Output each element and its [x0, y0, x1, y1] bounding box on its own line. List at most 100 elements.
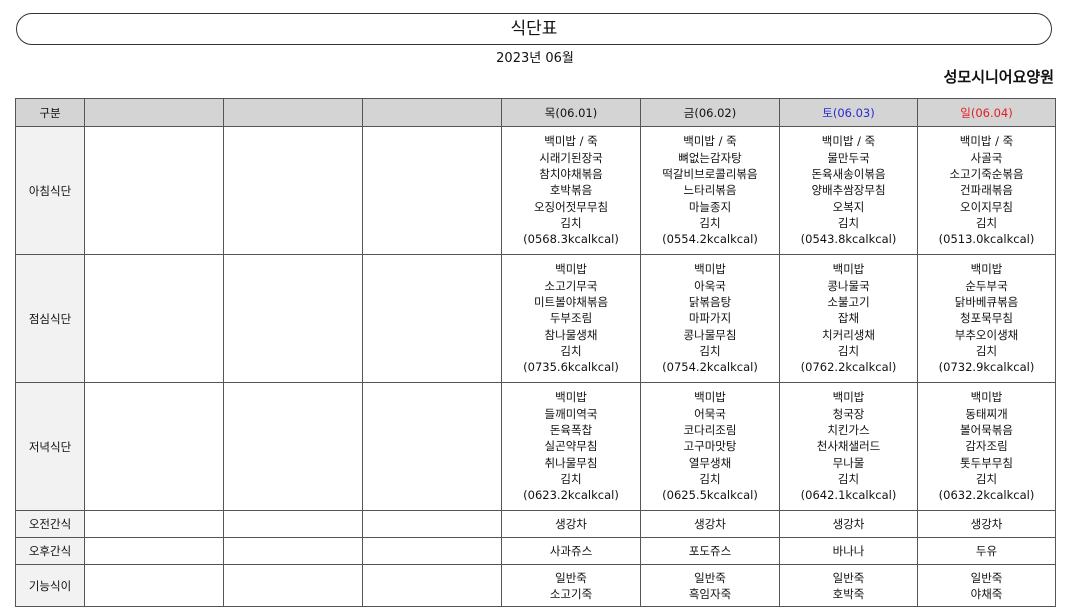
menu-item: 돈육새송이볶음 — [811, 167, 886, 182]
empty-cell — [362, 510, 502, 538]
menu-item: 흑임자죽 — [688, 586, 732, 601]
table-row: 오후간식 사과쥬스 포도쥬스 바나나 두유 — [15, 537, 1056, 565]
menu-item: 백미밥 — [970, 262, 1003, 277]
empty-cell — [223, 564, 363, 607]
menu-item: 오복지 — [832, 199, 865, 214]
menu-item: 소고기무국 — [544, 278, 598, 293]
menu-item: 백미밥 / 죽 — [959, 134, 1014, 149]
menu-item: 백미밥 — [694, 390, 726, 405]
menu-item: 소고기죽 — [549, 586, 593, 601]
menu-item: 콩나물국 — [827, 278, 870, 293]
empty-cell — [362, 126, 502, 255]
empty-cell — [84, 537, 224, 565]
menu-item: 동태찌개 — [965, 406, 1008, 421]
menu-item: (0632.2kcalkcal) — [938, 488, 1035, 503]
month-label: 2023년 06월 — [496, 51, 574, 66]
menu-item: 생강차 — [832, 517, 865, 531]
menu-item: 김치 — [837, 215, 860, 230]
menu-cell: 생강차 — [501, 510, 641, 538]
menu-item: 일반죽 — [555, 570, 587, 585]
empty-cell — [84, 126, 224, 255]
row-label: 오전간식 — [15, 510, 85, 538]
menu-item: 사골국 — [970, 150, 1003, 165]
menu-item: 호박죽 — [832, 586, 865, 601]
menu-cell: 바나나 — [779, 537, 918, 565]
header-category: 구분 — [15, 98, 85, 127]
menu-cell: 백미밥 아욱국 닭볶음탕 마파가지 콩나물무침 김치 (0754.2kcalkcal) — [640, 254, 780, 383]
header-empty — [84, 98, 224, 127]
menu-item: (0642.1kcalkcal) — [800, 488, 897, 503]
menu-item: (0754.2kcalkcal) — [662, 360, 758, 375]
menu-cell: 일반죽 호박죽 — [779, 564, 918, 607]
menu-item: 김치 — [837, 343, 860, 358]
menu-item: 백미밥 — [555, 390, 587, 405]
menu-item: 소고기죽순볶음 — [949, 167, 1024, 182]
header-day-fri: 금(06.02) — [640, 98, 780, 127]
menu-item: 참치야채볶음 — [539, 167, 603, 182]
menu-item: (0762.2kcalkcal) — [800, 360, 897, 375]
menu-item: (0554.2kcalkcal) — [662, 232, 758, 247]
menu-item: 백미밥 — [832, 390, 865, 405]
menu-item: 잡채 — [837, 311, 860, 326]
empty-cell — [362, 537, 502, 565]
menu-item: 김치 — [560, 343, 582, 358]
page-title: 식단표 — [16, 13, 1052, 45]
empty-cell — [362, 382, 502, 511]
menu-item: 김치 — [699, 215, 721, 230]
menu-item: 오이지무침 — [960, 199, 1013, 214]
menu-item: 김치 — [837, 471, 860, 486]
menu-item: 고구마맛탕 — [683, 439, 737, 454]
menu-item: 마파가지 — [688, 311, 732, 326]
menu-cell: 사과쥬스 — [501, 537, 641, 565]
menu-cell: 백미밥 콩나물국 소불고기 잡채 치커리생채 김치 (0762.2kcalkcal) — [779, 254, 918, 383]
menu-cell: 생강차 — [779, 510, 918, 538]
menu-cell: 백미밥 들깨미역국 돈육폭찹 실곤약무침 취나물무침 김치 (0623.2kcalkcal) — [501, 382, 641, 511]
table-row: 점심식단 백미밥 소고기무국 미트볼야채볶음 두부조림 참나물생채 김치 (0735.6kca… — [15, 254, 1056, 383]
menu-item: 김치 — [699, 471, 721, 486]
menu-item: 두유 — [975, 544, 998, 558]
menu-cell: 백미밥 순두부국 닭바베큐볶음 청포묵무침 부추오이생채 김치 (0732.9kcalkca… — [917, 254, 1056, 383]
menu-item: 건파래볶음 — [960, 183, 1013, 198]
menu-item: 뼈없는감자탕 — [678, 150, 742, 165]
menu-item: 닭볶음탕 — [688, 295, 732, 310]
menu-cell: 백미밥 / 죽 시래기된장국 참치야채볶음 호박볶음 오징어젓무무침 김치 (0568.3k… — [501, 126, 641, 255]
menu-item: 무나물 — [832, 455, 865, 470]
empty-cell — [223, 382, 363, 511]
empty-cell — [84, 254, 224, 383]
menu-item: 들깨미역국 — [544, 406, 598, 421]
menu-item: (0732.9kcalkcal) — [938, 360, 1035, 375]
row-label: 오후간식 — [15, 537, 85, 565]
menu-cell: 일반죽 흑임자죽 — [640, 564, 780, 607]
empty-cell — [84, 510, 224, 538]
menu-item: (0513.0kcalkcal) — [938, 232, 1035, 247]
header-empty — [223, 98, 363, 127]
menu-item: 부추오이생채 — [954, 327, 1019, 342]
menu-item: 호박볶음 — [549, 183, 593, 198]
menu-cell: 백미밥 소고기무국 미트볼야채볶음 두부조림 참나물생채 김치 (0735.6kcalkca… — [501, 254, 641, 383]
menu-item: (0735.6kcalkcal) — [523, 360, 619, 375]
menu-item: 바나나 — [832, 544, 865, 558]
menu-item: 느타리볶음 — [683, 183, 737, 198]
menu-item: 김치 — [975, 343, 998, 358]
row-label: 저녁식단 — [15, 382, 85, 511]
menu-item: 소불고기 — [827, 295, 870, 310]
menu-item: 천사채샐러드 — [816, 439, 881, 454]
menu-item: 일반죽 — [970, 570, 1003, 585]
menu-item: 백미밥 / 죽 — [683, 134, 737, 149]
menu-item: 일반죽 — [832, 570, 865, 585]
table-row: 저녁식단 백미밥 들깨미역국 돈육폭찹 실곤약무침 취나물무침 김치 (0623.2kcalk… — [15, 382, 1056, 511]
menu-cell: 백미밥 / 죽 사골국 소고기죽순볶음 건파래볶음 오이지무침 김치 (0513.0kcal… — [917, 126, 1056, 255]
empty-cell — [223, 510, 363, 538]
menu-item: 생강차 — [555, 517, 587, 531]
row-label: 아침식단 — [15, 126, 85, 255]
menu-item: 마늘종지 — [688, 199, 732, 214]
menu-item: 일반죽 — [694, 570, 726, 585]
menu-item: 치킨가스 — [827, 423, 870, 438]
menu-cell: 두유 — [917, 537, 1056, 565]
menu-cell: 백미밥 / 죽 뼈없는감자탕 떡갈비브로콜리볶음 느타리볶음 마늘종지 김치 (0554.2… — [640, 126, 780, 255]
menu-item: 야채죽 — [970, 586, 1003, 601]
header-row: 구분 목(06.01) 금(06.02) 토(06.03) 일(06.04) — [15, 98, 1056, 127]
menu-item: (0625.5kcalkcal) — [662, 488, 758, 503]
menu-cell: 백미밥 어묵국 코다리조림 고구마맛탕 열무생채 김치 (0625.5kcalkcal) — [640, 382, 780, 511]
menu-item: 닭바베큐볶음 — [954, 295, 1019, 310]
